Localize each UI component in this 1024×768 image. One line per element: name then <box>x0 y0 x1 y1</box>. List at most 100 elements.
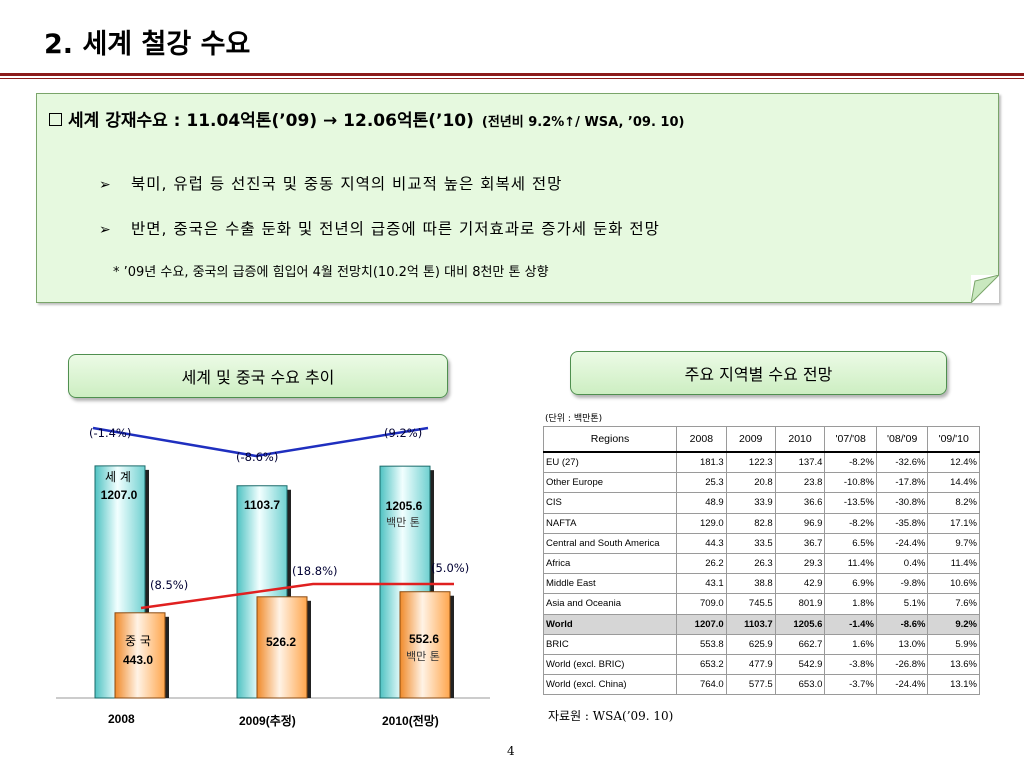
value-cell: 33.5 <box>726 533 775 553</box>
value-cell: 1205.6 <box>775 614 825 634</box>
value-cell: 13.6% <box>928 654 980 674</box>
value-cell: 23.8 <box>775 473 825 493</box>
china-value-label: 526.2 <box>256 635 306 649</box>
value-cell: 11.4% <box>825 553 877 573</box>
column-header: '07/'08 <box>825 427 877 453</box>
value-cell: 10.6% <box>928 574 980 594</box>
value-cell: -17.8% <box>876 473 928 493</box>
x-tick-label: 2008 <box>108 712 135 726</box>
value-cell: 709.0 <box>677 594 727 614</box>
value-cell: 7.6% <box>928 594 980 614</box>
value-cell: -24.4% <box>876 675 928 695</box>
value-cell: -26.8% <box>876 654 928 674</box>
bullet-item-1: ➢ 북미, 유럽 등 선진국 및 중동 지역의 비교적 높은 회복세 전망 <box>99 172 562 194</box>
china-series-label: 중 국 <box>114 632 162 649</box>
region-cell: World (excl. BRIC) <box>544 654 677 674</box>
value-cell: 0.4% <box>876 553 928 573</box>
region-cell: Africa <box>544 553 677 573</box>
value-cell: 764.0 <box>677 675 727 695</box>
table-row: World (excl. China) 764.0 577.5 653.0 -3.7% -… <box>544 675 980 695</box>
value-cell: 43.1 <box>677 574 727 594</box>
value-cell: -3.8% <box>825 654 877 674</box>
value-cell: 553.8 <box>677 634 727 654</box>
headline-source: (전년비 9.2%↑/ WSA, ’09. 10) <box>482 115 685 130</box>
region-cell: Central and South America <box>544 533 677 553</box>
table-row: World 1207.0 1103.7 1205.6 -1.4% -8.6% 9.2% <box>544 614 980 634</box>
value-cell: 542.9 <box>775 654 825 674</box>
value-cell: 36.6 <box>775 493 825 513</box>
value-cell: 653.2 <box>677 654 727 674</box>
value-cell: 181.3 <box>677 452 727 473</box>
value-cell: 6.5% <box>825 533 877 553</box>
value-cell: 82.8 <box>726 513 775 533</box>
value-cell: 44.3 <box>677 533 727 553</box>
value-cell: 8.2% <box>928 493 980 513</box>
value-cell: 625.9 <box>726 634 775 654</box>
value-cell: 662.7 <box>775 634 825 654</box>
note-footnote: * ’09년 수요, 중국의 급증에 힘입어 4월 전망치(10.2억 톤) 대… <box>113 261 549 280</box>
value-cell: 20.8 <box>726 473 775 493</box>
value-cell: -8.6% <box>876 614 928 634</box>
value-cell: 96.9 <box>775 513 825 533</box>
value-cell: -10.8% <box>825 473 877 493</box>
table-row: Central and South America 44.3 33.5 36.7 6.5… <box>544 533 980 553</box>
world-value-label: 1103.7 <box>236 498 288 512</box>
value-cell: 801.9 <box>775 594 825 614</box>
title-divider <box>0 73 1024 76</box>
value-cell: 11.4% <box>928 553 980 573</box>
china-value-label: 552.6 <box>399 632 449 646</box>
value-cell: -9.8% <box>876 574 928 594</box>
arrow-bullet-icon: ➢ <box>99 177 131 193</box>
value-cell: -3.7% <box>825 675 877 695</box>
value-cell: 653.0 <box>775 675 825 695</box>
table-row: Asia and Oceania 709.0 745.5 801.9 1.8% 5.1% 7… <box>544 594 980 614</box>
value-cell: 13.1% <box>928 675 980 695</box>
chart-heading: 세계 및 중국 수요 추이 <box>68 354 448 398</box>
x-tick-label: 2009(추정) <box>239 712 296 729</box>
value-cell: 29.3 <box>775 553 825 573</box>
world-series-label: 세 계 <box>96 468 140 485</box>
table-row: World (excl. BRIC) 653.2 477.9 542.9 -3.8% -2… <box>544 654 980 674</box>
column-header: 2009 <box>726 427 775 453</box>
x-tick-label: 2010(전망) <box>382 712 439 729</box>
column-header: '08/'09 <box>876 427 928 453</box>
value-cell: 745.5 <box>726 594 775 614</box>
table-source: 자료원 : WSA(’09. 10) <box>548 707 673 724</box>
china-unit-label: 백만 톤 <box>406 648 440 664</box>
bullet-text: 북미, 유럽 등 선진국 및 중동 지역의 비교적 높은 회복세 전망 <box>131 175 562 193</box>
bullet-item-2: ➢ 반면, 중국은 수출 둔화 및 전년의 급증에 따른 기저효과로 증가세 둔화… <box>99 217 660 239</box>
region-cell: Asia and Oceania <box>544 594 677 614</box>
value-cell: 38.8 <box>726 574 775 594</box>
value-cell: 36.7 <box>775 533 825 553</box>
value-cell: 33.9 <box>726 493 775 513</box>
region-cell: World <box>544 614 677 634</box>
value-cell: 25.3 <box>677 473 727 493</box>
value-cell: 1.6% <box>825 634 877 654</box>
value-cell: -8.2% <box>825 513 877 533</box>
value-cell: -32.6% <box>876 452 928 473</box>
value-cell: 577.5 <box>726 675 775 695</box>
table-row: EU (27) 181.3 122.3 137.4 -8.2% -32.6% 12.4% <box>544 452 980 473</box>
value-cell: 477.9 <box>726 654 775 674</box>
value-cell: 1207.0 <box>677 614 727 634</box>
demand-chart: (-1.4%) (-8.6%) (9.2%) (8.5%) (18.8%) (5… <box>56 410 490 740</box>
region-cell: World (excl. China) <box>544 675 677 695</box>
world-value-label: 1207.0 <box>94 488 144 502</box>
value-cell: 13.0% <box>876 634 928 654</box>
region-cell: Other Europe <box>544 473 677 493</box>
table-row: Middle East 43.1 38.8 42.9 6.9% -9.8% 10.6% <box>544 574 980 594</box>
table-row: NAFTA 129.0 82.8 96.9 -8.2% -35.8% 17.1% <box>544 513 980 533</box>
value-cell: 48.9 <box>677 493 727 513</box>
regional-demand-table: Regions 2008 2009 2010 '07/'08 '08/'09 '… <box>543 426 980 695</box>
headline-text: 세계 강재수요 : 11.04억톤(’09) → 12.06억톤(’10) <box>68 111 474 131</box>
value-cell: 129.0 <box>677 513 727 533</box>
value-cell: -24.4% <box>876 533 928 553</box>
value-cell: 14.4% <box>928 473 980 493</box>
value-cell: 9.2% <box>928 614 980 634</box>
value-cell: -35.8% <box>876 513 928 533</box>
table-row: Africa 26.2 26.3 29.3 11.4% 0.4% 11.4% <box>544 553 980 573</box>
page-title: 2. 세계 철강 수요 <box>44 22 250 61</box>
value-cell: 12.4% <box>928 452 980 473</box>
region-cell: NAFTA <box>544 513 677 533</box>
value-cell: 26.2 <box>677 553 727 573</box>
